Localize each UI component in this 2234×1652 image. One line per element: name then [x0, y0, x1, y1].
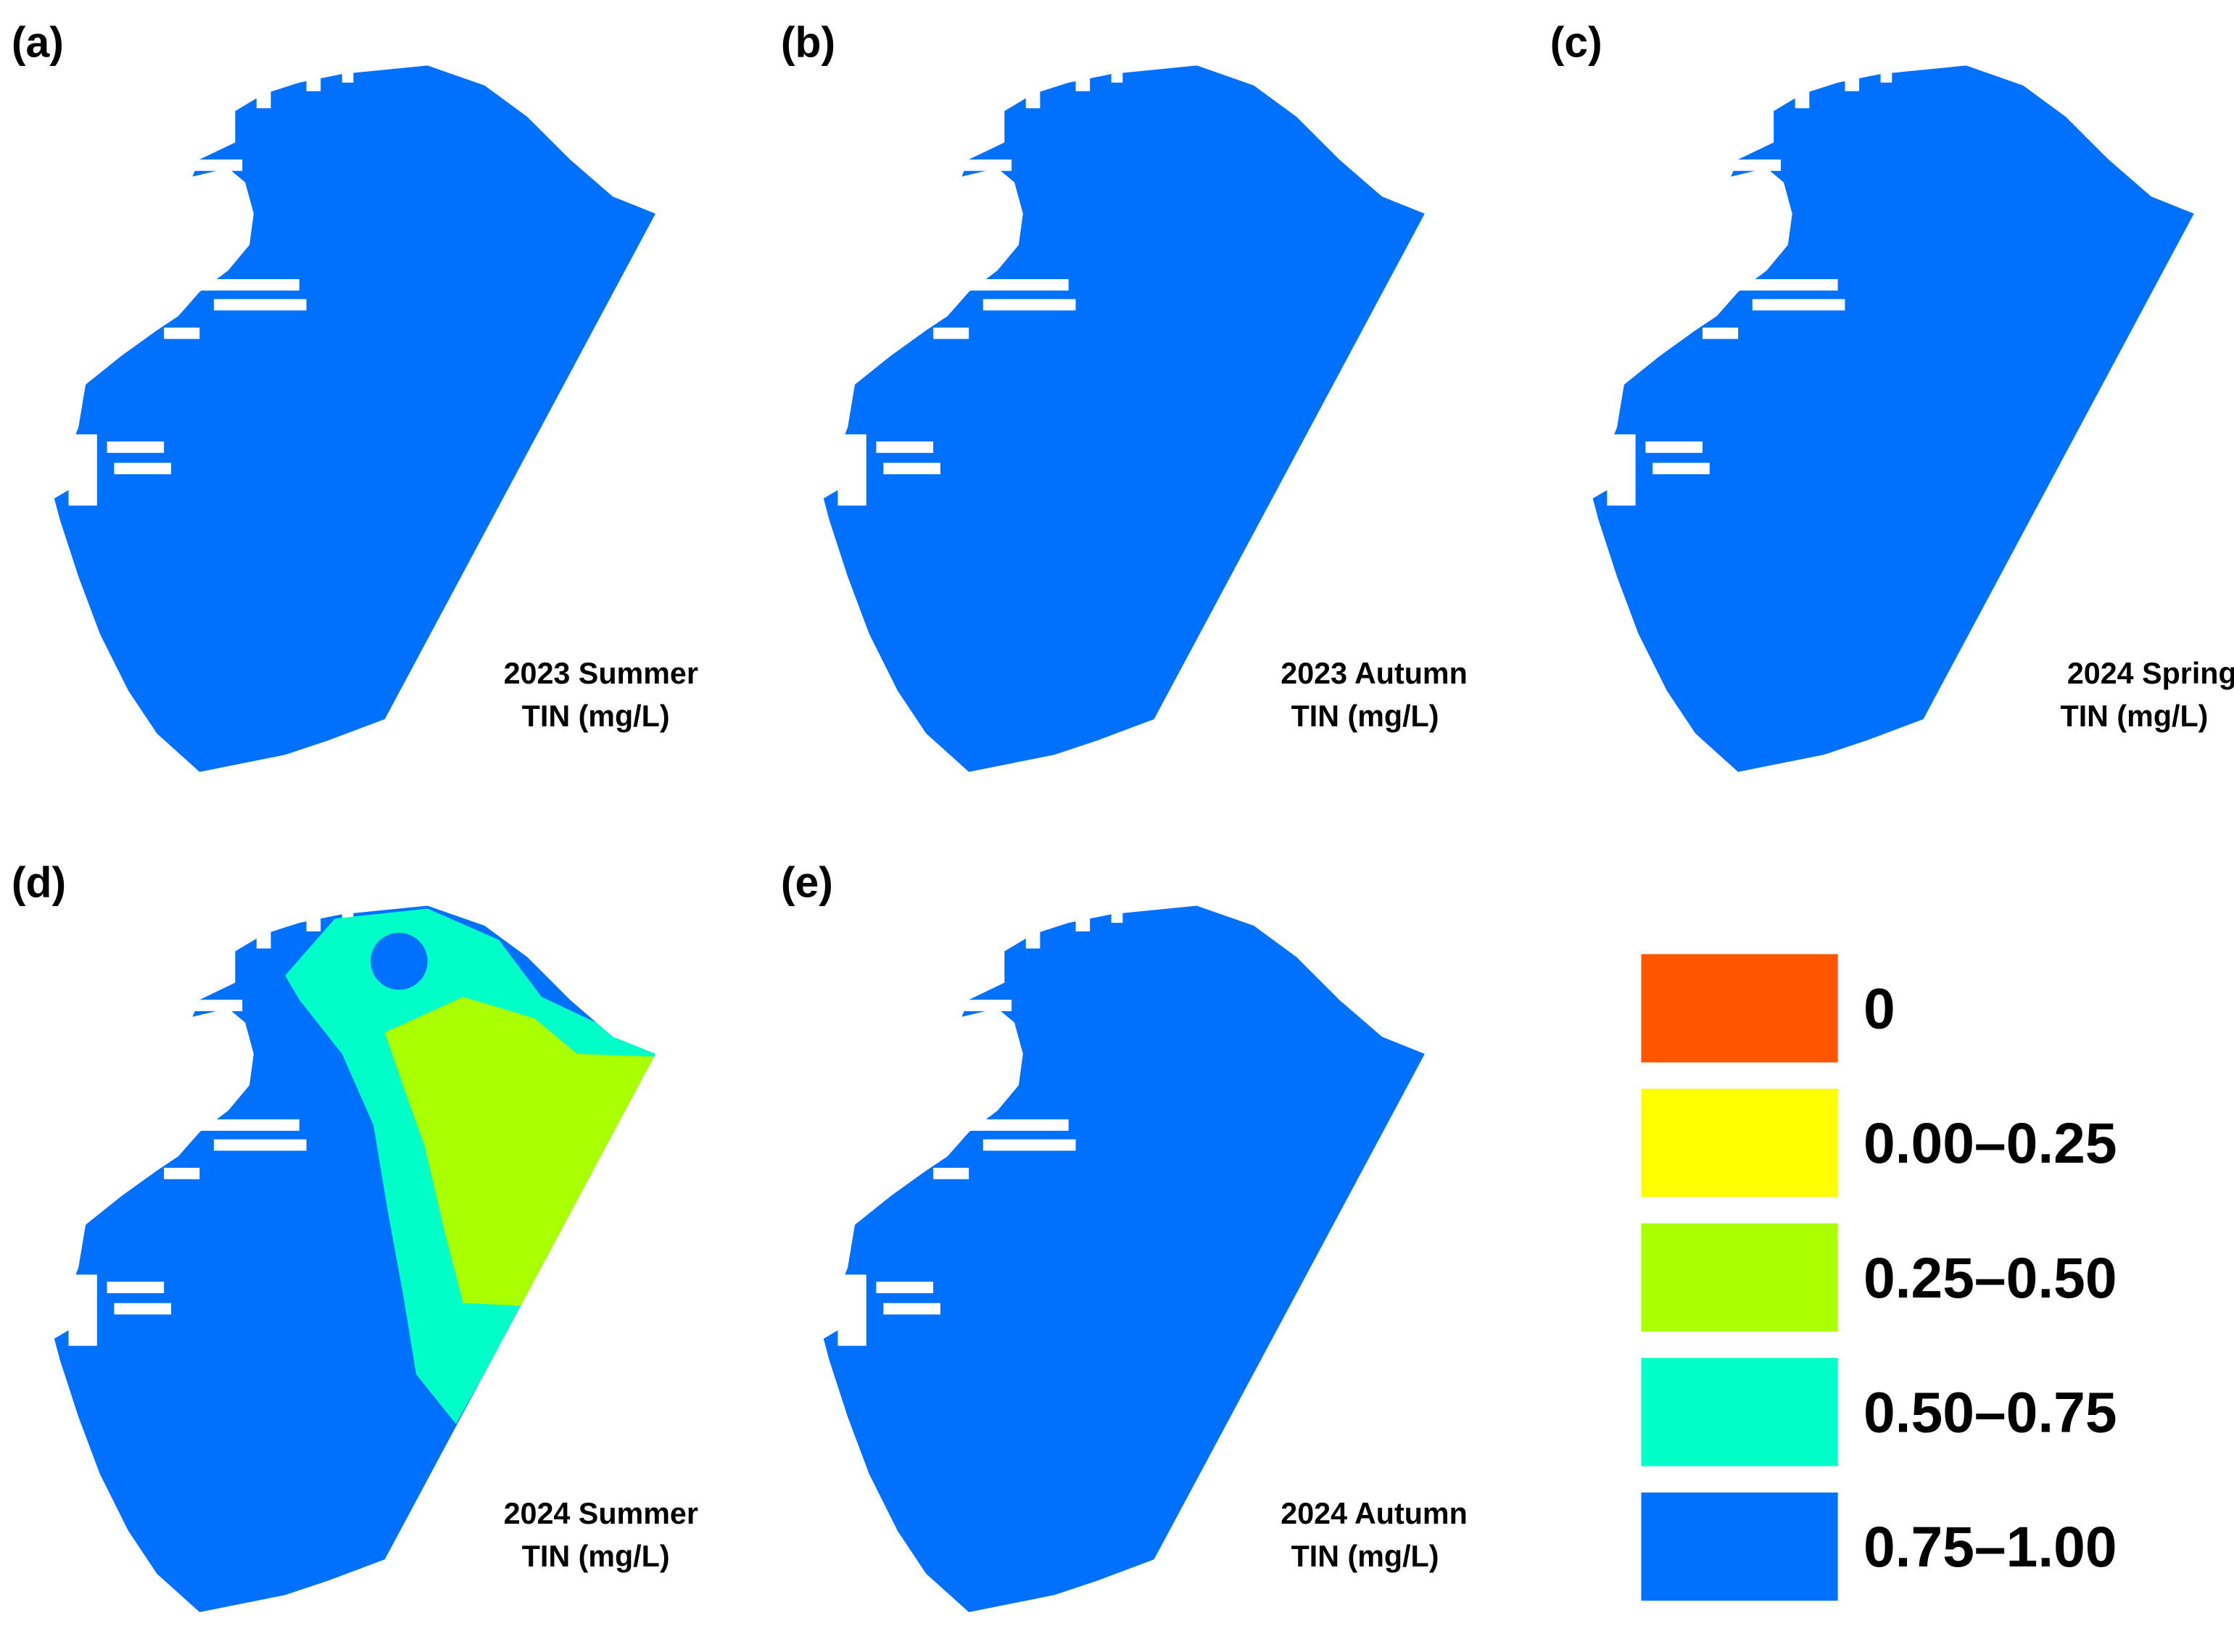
- legend-label: 0.50–0.75: [1863, 1380, 2117, 1444]
- panel-label: (b): [781, 20, 835, 67]
- legend-label: 0.75–1.00: [1863, 1515, 2117, 1579]
- legend-swatch: [1641, 1223, 1838, 1332]
- concentration-zones: [285, 908, 655, 1424]
- panel-label: (a): [12, 20, 64, 67]
- legend-label: 0.00–0.25: [1863, 1111, 2117, 1175]
- map-panel: (c) 2024 Spring TIN (mg/L): [1550, 20, 2234, 772]
- legend-swatch: [1641, 954, 1838, 1063]
- season-label: 2024 Autumn: [1281, 1497, 1468, 1530]
- map-panel: (b) 2023 Autumn TIN (mg/L): [781, 20, 1468, 772]
- legend-label: 0: [1863, 976, 1895, 1040]
- variable-label: TIN (mg/L): [522, 1540, 670, 1573]
- variable-label: TIN (mg/L): [1291, 700, 1439, 733]
- zone-blue-pocket: [371, 932, 428, 990]
- season-label: 2024 Spring: [2067, 657, 2234, 690]
- map-panel: (d) 2024 Summer TIN (mg/L): [12, 860, 698, 1612]
- map-panel: (e) 2024 Autumn TIN (mg/L): [781, 860, 1468, 1612]
- variable-label: TIN (mg/L): [522, 700, 670, 733]
- season-label: 2023 Summer: [504, 657, 698, 690]
- panel-label: (d): [12, 860, 66, 907]
- map-panel: (a) 2023 Summer TIN (mg/L): [12, 20, 698, 772]
- season-label: 2023 Autumn: [1281, 657, 1468, 690]
- season-label: 2024 Summer: [504, 1497, 698, 1530]
- zone-025-050: [384, 997, 655, 1306]
- variable-label: TIN (mg/L): [2061, 700, 2209, 733]
- panel-label: (c): [1550, 20, 1602, 67]
- legend-label: 0.25–0.50: [1863, 1246, 2117, 1310]
- variable-label: TIN (mg/L): [1291, 1540, 1439, 1573]
- legend-swatch: [1641, 1358, 1838, 1466]
- legend-swatch: [1641, 1492, 1838, 1601]
- legend-swatch: [1641, 1088, 1838, 1198]
- legend: 0 0.00–0.25 0.25–0.50 0.50–0.75 0.75–1.00: [1641, 954, 2117, 1601]
- panel-label: (e): [781, 860, 833, 907]
